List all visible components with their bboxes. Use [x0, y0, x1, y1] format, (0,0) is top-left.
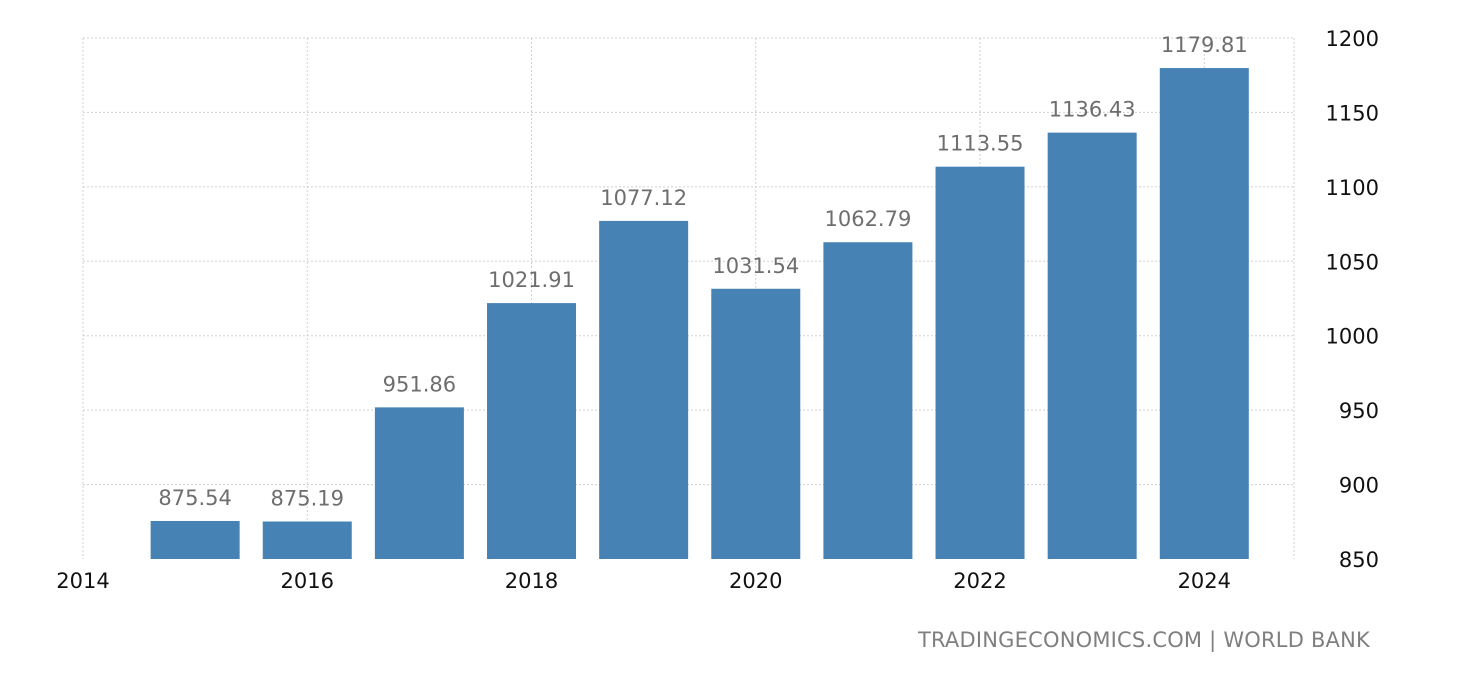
data-label: 1031.54 — [712, 254, 799, 278]
data-label: 951.86 — [383, 372, 456, 396]
bar — [935, 166, 1025, 559]
source-site[interactable]: TRADINGECONOMICS.COM — [917, 628, 1203, 652]
x-axis: 2014 2016 2018 2020 2022 2024 — [56, 569, 1231, 593]
x-tick-label: 2020 — [729, 569, 782, 593]
data-label: 1077.12 — [600, 186, 687, 210]
x-tick-label: 2018 — [505, 569, 558, 593]
y-axis: 850 900 950 1000 1050 1100 1150 1200 — [1326, 27, 1379, 572]
bar — [1047, 132, 1137, 559]
x-tick-label: 2016 — [281, 569, 334, 593]
data-label: 1179.81 — [1161, 33, 1248, 57]
y-tick-label: 1050 — [1326, 250, 1379, 274]
bar — [150, 520, 240, 559]
data-label: 1062.79 — [824, 207, 911, 231]
bar — [487, 303, 577, 559]
data-label: 875.54 — [158, 486, 231, 510]
source-attribution: TRADINGECONOMICS.COM | WORLD BANK — [918, 628, 1370, 652]
x-tick-label: 2022 — [953, 569, 1006, 593]
y-tick-label: 1200 — [1326, 27, 1379, 51]
bar — [823, 242, 913, 559]
x-tick-label: 2024 — [1178, 569, 1231, 593]
y-tick-label: 1000 — [1326, 325, 1379, 349]
y-tick-label: 1100 — [1326, 176, 1379, 200]
source-provider: WORLD BANK — [1223, 628, 1370, 652]
source-separator: | — [1209, 628, 1217, 652]
bar — [262, 521, 352, 559]
y-tick-label: 950 — [1339, 399, 1379, 423]
data-labels: 875.54 875.19 951.86 1021.91 1077.12 1031.54 1… — [158, 33, 1247, 510]
data-label: 1136.43 — [1049, 98, 1136, 122]
y-tick-label: 900 — [1339, 474, 1379, 498]
data-label: 1021.91 — [488, 268, 575, 292]
y-tick-label: 850 — [1339, 548, 1379, 572]
data-label: 1113.55 — [937, 132, 1024, 156]
bar — [599, 220, 689, 560]
bar — [1159, 68, 1249, 559]
bars — [150, 68, 1249, 560]
data-label: 875.19 — [271, 487, 344, 511]
bar — [374, 407, 464, 559]
bar — [711, 288, 801, 559]
y-tick-label: 1150 — [1326, 101, 1379, 125]
x-tick-label: 2014 — [56, 569, 109, 593]
